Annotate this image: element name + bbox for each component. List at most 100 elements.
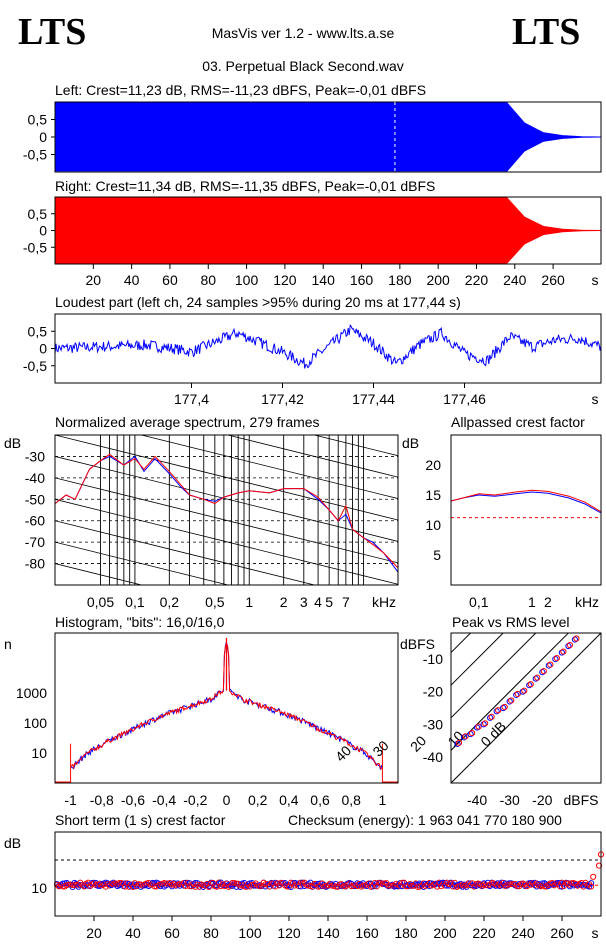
- short-crest-end-point: [595, 862, 603, 869]
- right-x-tick-label: 240: [503, 272, 527, 288]
- allpass-y-tick-label: 5: [433, 547, 441, 563]
- short-crest-ylabel: dB: [4, 835, 21, 851]
- peak-rms-crest-line: [451, 633, 601, 783]
- right-x-tick-label: 200: [426, 272, 450, 288]
- allpass-y-tick-label: 20: [425, 457, 441, 473]
- peak-rms-point-left: [506, 698, 513, 705]
- peak-rms-point-left: [558, 649, 565, 656]
- file-title: 03. Perpetual Black Second.wav: [202, 58, 404, 74]
- allpass-ylabel: dB: [402, 435, 419, 451]
- peak-rms-ylabel: dBFS: [400, 636, 435, 652]
- loudest-y-tick-label: -0,5: [23, 358, 47, 374]
- peak-rms-x-tick-label: -40: [467, 792, 487, 808]
- right-x-tick-label: 60: [162, 272, 178, 288]
- peak-rms-panel-title: Peak vs RMS level: [452, 614, 569, 630]
- spectrum-x-tick-label: 4: [314, 594, 322, 610]
- peak-rms-point-left: [454, 740, 461, 747]
- spectrum-x-tick-label: 7: [342, 594, 350, 610]
- right-x-tick-label: 160: [350, 272, 374, 288]
- histogram-x-tick-label: -0,4: [152, 792, 176, 808]
- spectrum-x-tick-label: 0,2: [160, 594, 180, 610]
- peak-rms-point-left: [545, 662, 552, 669]
- histogram-x-tick-label: 0: [223, 792, 231, 808]
- spectrum-slope-line: [55, 435, 398, 521]
- spectrum-y-tick-label: -50: [25, 491, 45, 507]
- short-crest-x-tick-label: 140: [316, 925, 340, 941]
- loudest-y-tick-label: 0,5: [28, 323, 48, 339]
- short-crest-x-tick-label: s: [592, 925, 599, 941]
- right-x-tick-label: 100: [235, 272, 259, 288]
- histogram-x-tick-label: -0,8: [90, 792, 114, 808]
- peak-rms-point-left: [539, 669, 546, 676]
- histogram-x-tick-label: 0,2: [248, 792, 268, 808]
- peak-rms-point-right: [482, 720, 489, 727]
- right-x-tick-label: 140: [312, 272, 336, 288]
- left-plot-frame: [54, 101, 602, 173]
- peak-rms-y-tick-label: -10: [423, 651, 443, 667]
- checksum-text: Checksum (energy): 1 963 041 770 180 900: [288, 812, 562, 828]
- spectrum-x-tick-label: 3: [300, 594, 308, 610]
- histogram-x-tick-label: -0,6: [121, 792, 145, 808]
- spectrum-x-tick-label: 5: [325, 594, 333, 610]
- allpass-x-tick-label: 2: [544, 594, 552, 610]
- spectrum-y-tick-label: -40: [25, 470, 45, 486]
- histogram-x-tick-label: 0,6: [310, 792, 330, 808]
- loudest-y-tick-label: 0: [39, 341, 47, 357]
- spectrum-slope-line: [55, 456, 398, 542]
- allpass-plot-frame: [450, 434, 602, 586]
- peak-rms-crest-label: 30: [369, 737, 391, 759]
- peak-rms-plot-frame: [450, 632, 602, 784]
- spectrum-grid: [55, 435, 398, 585]
- peak-rms-point-left: [571, 636, 579, 643]
- peak-rms-crest-line: [451, 633, 472, 653]
- peak-rms-point-left: [565, 642, 572, 650]
- spectrum-slope-line: [312, 435, 398, 457]
- short-crest-panel-title: Short term (1 s) crest factor: [55, 812, 226, 828]
- peak-rms-point-left: [513, 691, 520, 699]
- allpass-left-line: [450, 491, 602, 514]
- spectrum-y-tick-label: -70: [25, 534, 45, 550]
- spectrum-x-tick-label: 1: [245, 594, 253, 610]
- short-crest-x-tick-label: 80: [203, 925, 219, 941]
- peak-rms-point-right: [521, 687, 528, 694]
- peak-rms-x-tick-label: -30: [500, 792, 520, 808]
- peak-rms-point-left: [467, 730, 474, 738]
- right-x-tick-label: s: [592, 272, 599, 288]
- histogram-x-tick-label: -1: [64, 792, 77, 808]
- right-x-tick-label: 40: [124, 272, 140, 288]
- short-crest-point-right: [442, 882, 448, 889]
- peak-rms-point-right: [527, 681, 534, 688]
- short-crest-x-tick-label: 120: [277, 925, 301, 941]
- peak-rms-point-right: [553, 654, 560, 662]
- peak-rms-point-right: [540, 668, 547, 675]
- right-x-tick-label: 80: [200, 272, 216, 288]
- short-crest-x-tick-label: 100: [238, 925, 262, 941]
- loudest-x-tick-label: s: [592, 391, 599, 407]
- right-y-tick-label: -0,5: [23, 239, 47, 255]
- short-crest-point-right: [588, 883, 595, 890]
- peak-rms-point-left: [473, 724, 481, 731]
- spectrum-y-tick-label: -30: [25, 448, 45, 464]
- peak-rms-y-tick-label: -30: [423, 716, 443, 732]
- peak-rms-point-left: [519, 688, 526, 695]
- histogram-ylabel: n: [4, 636, 12, 652]
- peak-rms-point-right: [455, 739, 463, 746]
- spectrum-x-tick-label: 2: [280, 594, 288, 610]
- spectrum-slope-line: [139, 435, 398, 499]
- peak-rms-point-left: [480, 721, 487, 728]
- short-crest-point-right: [360, 882, 367, 889]
- histogram-y-tick-label: 100: [24, 715, 48, 731]
- short-crest-y-tick-label: 10: [31, 880, 47, 896]
- short-crest-point-left: [588, 880, 595, 887]
- short-crest-x-tick-label: 60: [164, 925, 180, 941]
- spectrum-y-tick-label: -60: [25, 513, 45, 529]
- spectrum-slope-line: [55, 498, 398, 585]
- right-y-tick-label: 0: [39, 223, 47, 239]
- peak-rms-y-tick-label: -40: [423, 749, 443, 765]
- peak-rms-point-left: [487, 714, 494, 721]
- peak-rms-point-left: [552, 655, 559, 663]
- histogram-panel-title: Histogram, "bits": 16,0/16,0: [55, 614, 225, 630]
- allpass-x-tick-label: kHz: [575, 594, 599, 610]
- short-crest-point-right: [508, 881, 515, 888]
- spectrum-x-tick-label: kHz: [372, 594, 396, 610]
